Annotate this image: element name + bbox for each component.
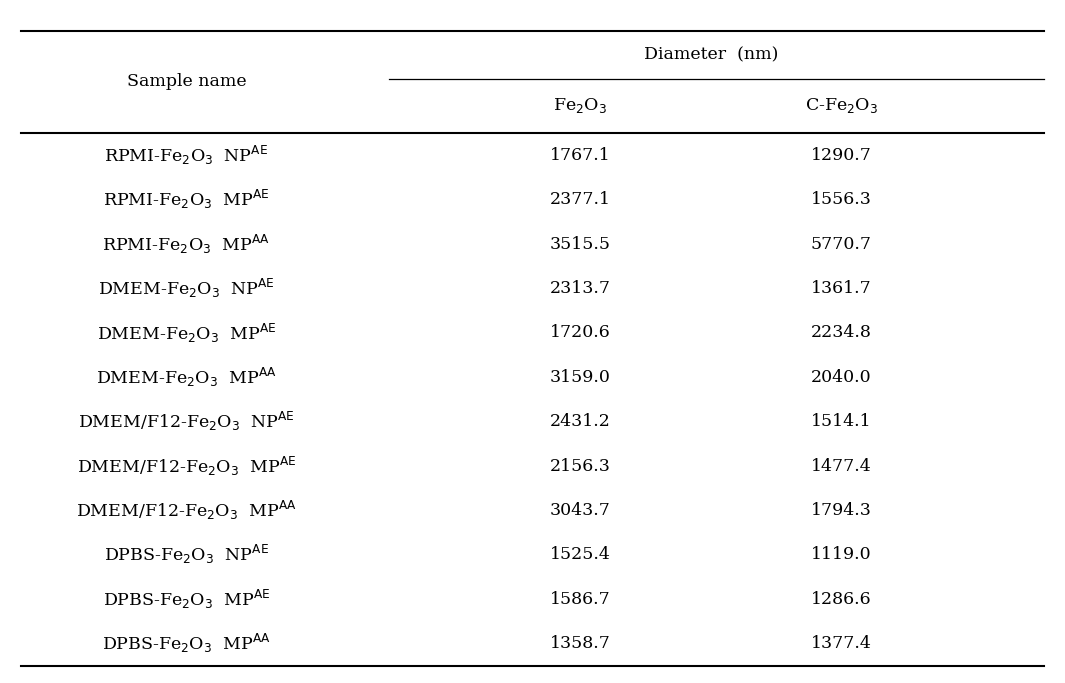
Text: 1720.6: 1720.6 <box>550 324 611 342</box>
Text: DMEM-Fe$_2$O$_3$  MP$^{\mathrm{AA}}$: DMEM-Fe$_2$O$_3$ MP$^{\mathrm{AA}}$ <box>96 366 277 389</box>
Text: 1794.3: 1794.3 <box>810 502 872 519</box>
Text: 5770.7: 5770.7 <box>810 236 872 253</box>
Text: DMEM/F12-Fe$_2$O$_3$  MP$^{\mathrm{AE}}$: DMEM/F12-Fe$_2$O$_3$ MP$^{\mathrm{AE}}$ <box>77 455 296 477</box>
Text: 1477.4: 1477.4 <box>810 458 872 475</box>
Text: DMEM-Fe$_2$O$_3$  MP$^{\mathrm{AE}}$: DMEM-Fe$_2$O$_3$ MP$^{\mathrm{AE}}$ <box>97 322 276 344</box>
Text: DMEM/F12-Fe$_2$O$_3$  MP$^{\mathrm{AA}}$: DMEM/F12-Fe$_2$O$_3$ MP$^{\mathrm{AA}}$ <box>76 499 297 522</box>
Text: RPMI-Fe$_2$O$_3$  MP$^{\mathrm{AE}}$: RPMI-Fe$_2$O$_3$ MP$^{\mathrm{AE}}$ <box>103 189 269 211</box>
Text: 2313.7: 2313.7 <box>550 280 611 297</box>
Text: RPMI-Fe$_2$O$_3$  NP$^{\mathrm{AE}}$: RPMI-Fe$_2$O$_3$ NP$^{\mathrm{AE}}$ <box>104 144 268 167</box>
Text: 2377.1: 2377.1 <box>550 191 611 208</box>
Text: Sample name: Sample name <box>127 74 246 90</box>
Text: 1525.4: 1525.4 <box>550 546 611 563</box>
Text: 1290.7: 1290.7 <box>810 147 872 164</box>
Text: 2431.2: 2431.2 <box>550 413 611 430</box>
Text: 1514.1: 1514.1 <box>812 413 871 430</box>
Text: 1377.4: 1377.4 <box>810 635 872 652</box>
Text: RPMI-Fe$_2$O$_3$  MP$^{\mathrm{AA}}$: RPMI-Fe$_2$O$_3$ MP$^{\mathrm{AA}}$ <box>102 233 271 255</box>
Text: 1358.7: 1358.7 <box>550 635 611 652</box>
Text: 1361.7: 1361.7 <box>810 280 872 297</box>
Text: 1767.1: 1767.1 <box>550 147 611 164</box>
Text: 2156.3: 2156.3 <box>550 458 611 475</box>
Text: 3043.7: 3043.7 <box>550 502 611 519</box>
Text: 1586.7: 1586.7 <box>550 591 611 608</box>
Text: DMEM-Fe$_2$O$_3$  NP$^{\mathrm{AE}}$: DMEM-Fe$_2$O$_3$ NP$^{\mathrm{AE}}$ <box>98 277 275 300</box>
Text: DPBS-Fe$_2$O$_3$  MP$^{\mathrm{AE}}$: DPBS-Fe$_2$O$_3$ MP$^{\mathrm{AE}}$ <box>102 588 271 611</box>
Text: Fe$_2$O$_3$: Fe$_2$O$_3$ <box>554 96 607 115</box>
Text: 3515.5: 3515.5 <box>550 236 611 253</box>
Text: DPBS-Fe$_2$O$_3$  MP$^{\mathrm{AA}}$: DPBS-Fe$_2$O$_3$ MP$^{\mathrm{AA}}$ <box>102 632 271 655</box>
Text: 2040.0: 2040.0 <box>812 369 871 386</box>
Text: 2234.8: 2234.8 <box>810 324 872 342</box>
Text: 1286.6: 1286.6 <box>812 591 871 608</box>
Text: Diameter  (nm): Diameter (nm) <box>643 46 779 63</box>
Text: DMEM/F12-Fe$_2$O$_3$  NP$^{\mathrm{AE}}$: DMEM/F12-Fe$_2$O$_3$ NP$^{\mathrm{AE}}$ <box>78 410 295 433</box>
Text: C-Fe$_2$O$_3$: C-Fe$_2$O$_3$ <box>805 96 878 115</box>
Text: 3159.0: 3159.0 <box>550 369 611 386</box>
Text: 1119.0: 1119.0 <box>812 546 871 563</box>
Text: 1556.3: 1556.3 <box>810 191 872 208</box>
Text: DPBS-Fe$_2$O$_3$  NP$^{\mathrm{AE}}$: DPBS-Fe$_2$O$_3$ NP$^{\mathrm{AE}}$ <box>104 544 268 566</box>
